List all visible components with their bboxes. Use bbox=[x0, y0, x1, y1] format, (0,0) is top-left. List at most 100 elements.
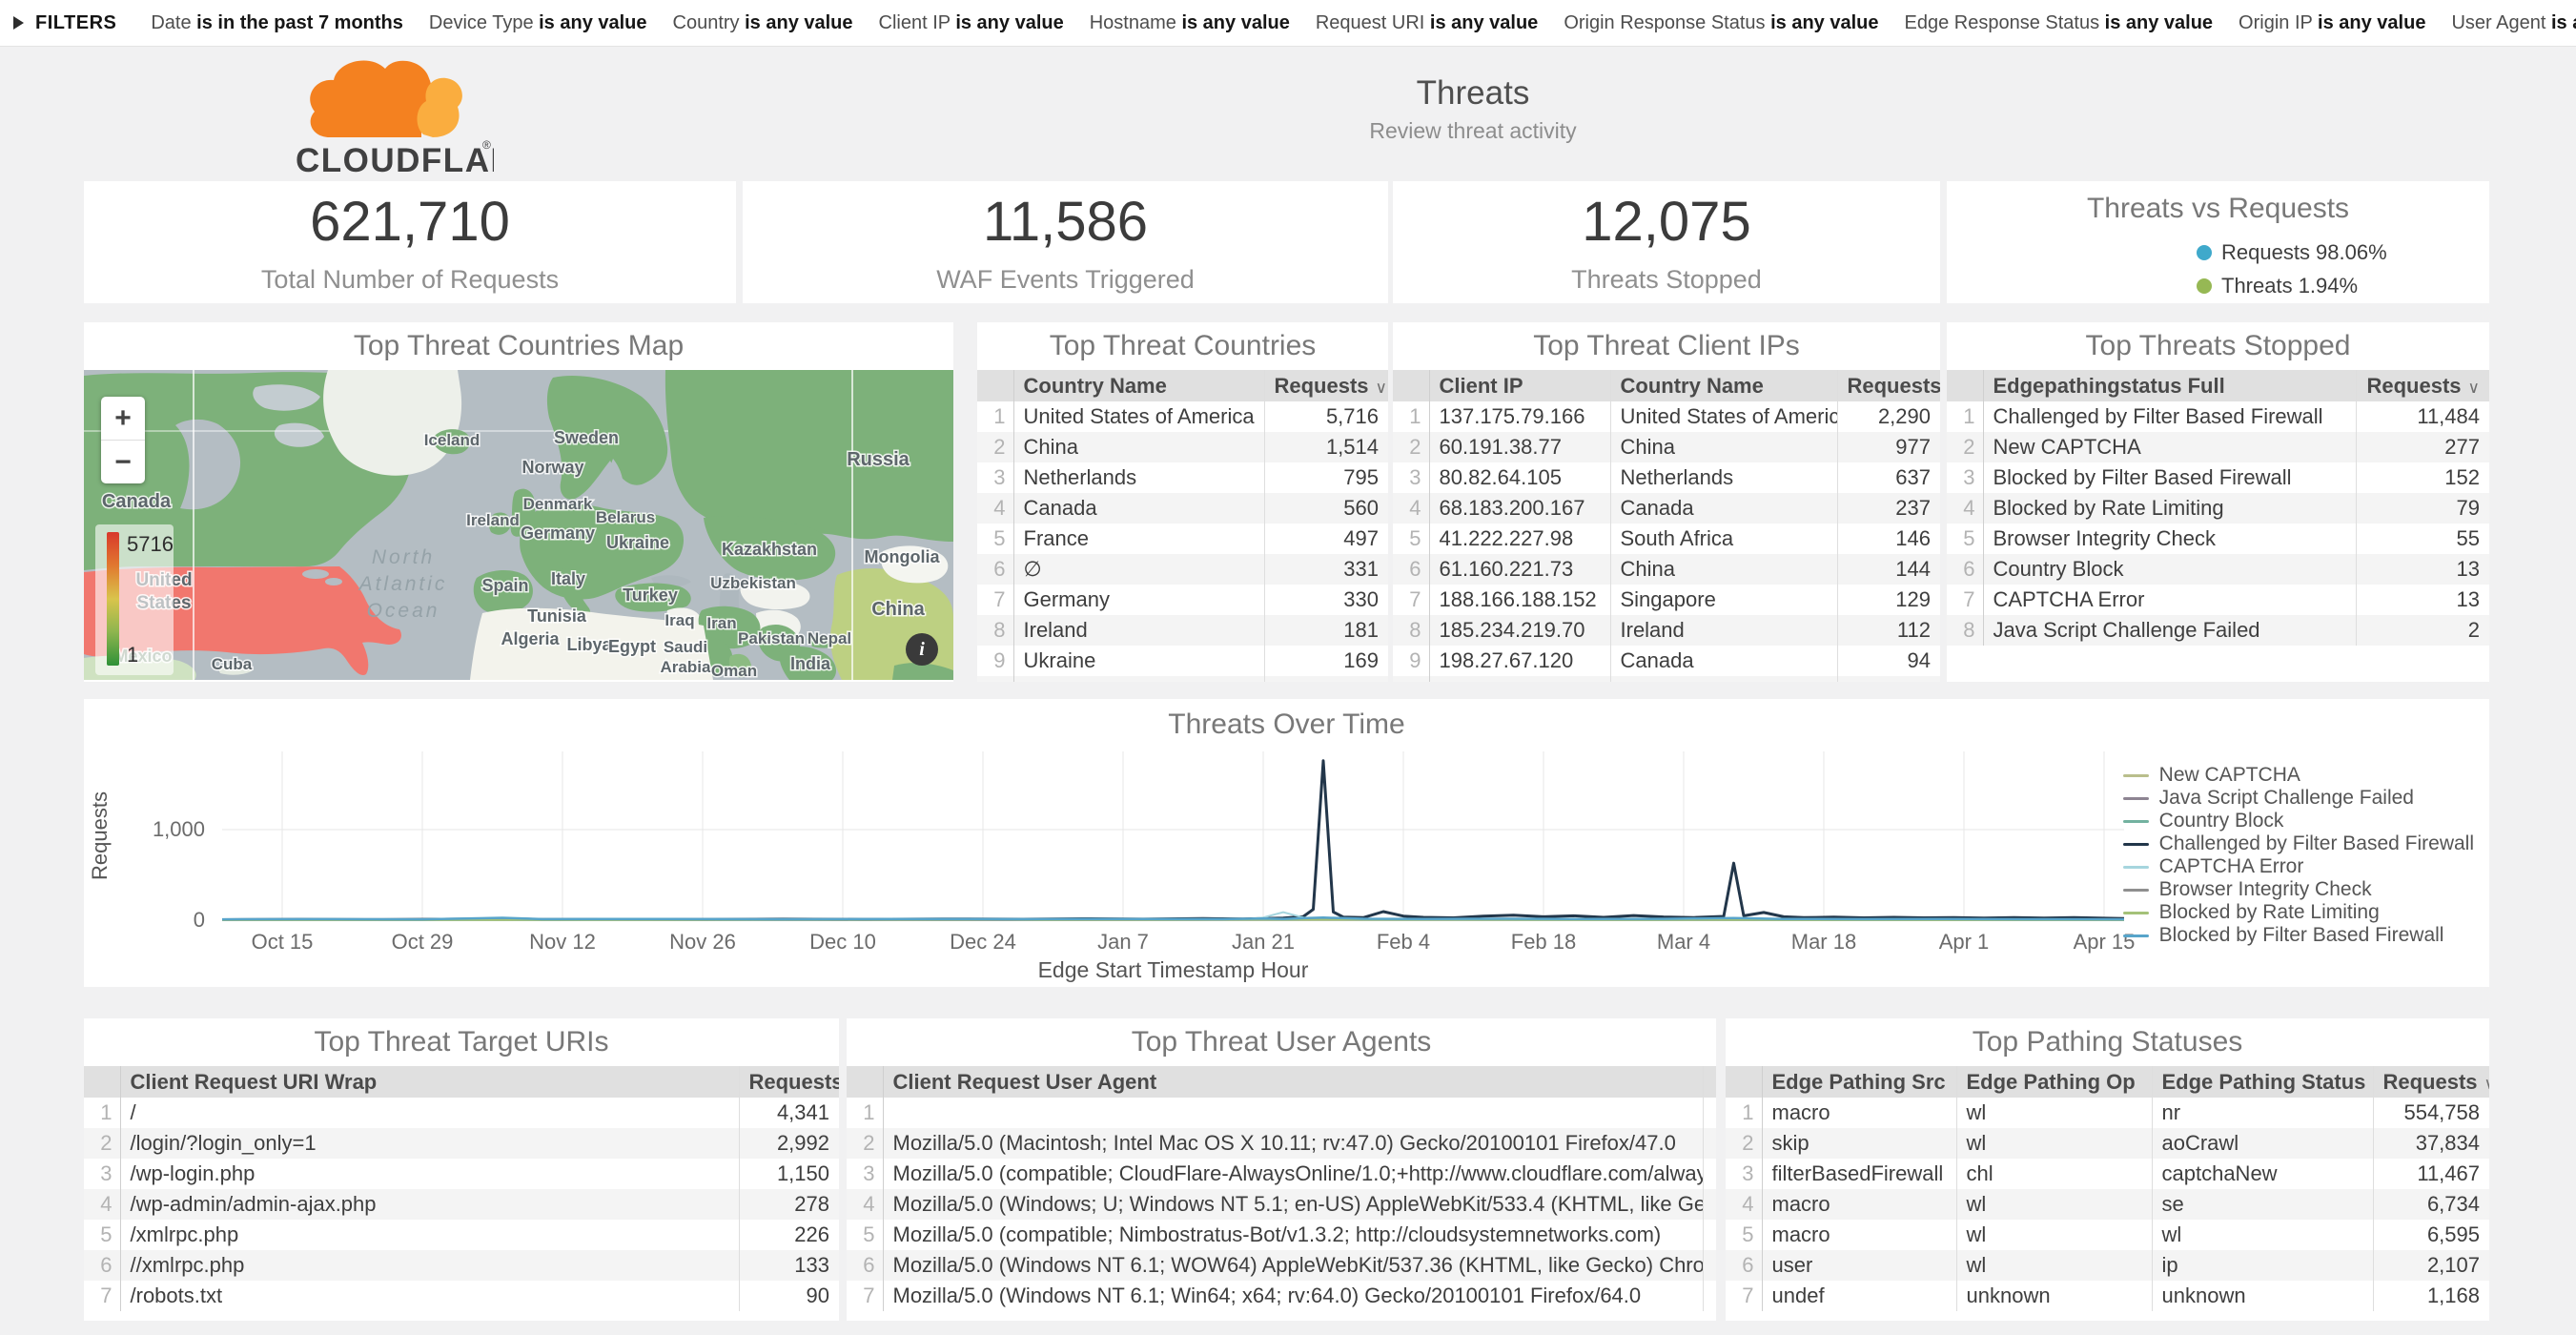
x-tick-label: Oct 15 bbox=[252, 930, 314, 954]
table-cell: 1,168 bbox=[2372, 1281, 2489, 1311]
filter-chip[interactable]: Country is any value bbox=[673, 12, 853, 33]
filter-value: is any value bbox=[2550, 11, 2576, 33]
filter-field-label: Origin Response Status bbox=[1564, 11, 1771, 33]
table-cell: Blocked by Filter Based Firewall bbox=[1982, 462, 2356, 493]
chart-legend-item[interactable]: New CAPTCHA bbox=[2122, 764, 2474, 787]
chart-legend-item[interactable]: Country Block bbox=[2122, 810, 2474, 832]
country-label: Turkey bbox=[623, 585, 678, 605]
column-header[interactable]: Requests∨ bbox=[1836, 370, 1940, 401]
row-number: 3 bbox=[1947, 462, 1984, 493]
column-header[interactable]: Requests∨ bbox=[2372, 1066, 2489, 1098]
table-row: 6 user wl ip 2,107 bbox=[1726, 1250, 2489, 1281]
column-header: Country Name bbox=[1609, 370, 1837, 401]
chart-legend-item[interactable]: Browser Integrity Check bbox=[2122, 878, 2474, 901]
chart-legend-item[interactable]: Java Script Challenge Failed bbox=[2122, 787, 2474, 810]
country-label: China bbox=[871, 599, 925, 620]
row-number: 3 bbox=[1393, 462, 1430, 493]
row-number: 9 bbox=[1393, 646, 1430, 676]
table-cell: wl bbox=[2151, 1220, 2373, 1250]
column-header bbox=[1702, 1066, 1716, 1098]
filter-chip[interactable]: Origin IP is any value bbox=[2239, 12, 2425, 33]
world-map[interactable]: CanadaUnitedStatesMexicoCubaIcelandSwede… bbox=[84, 370, 953, 680]
sort-desc-icon[interactable]: ∨ bbox=[2467, 378, 2480, 397]
filter-chip[interactable]: Request URI is any value bbox=[1316, 12, 1538, 33]
map-legend-min: 1 bbox=[127, 643, 139, 667]
table-row: 6 Mozilla/5.0 (Windows NT 6.1; WOW64) App… bbox=[847, 1250, 1716, 1281]
pie-legend-item: Threats 1.94% bbox=[2197, 274, 2387, 298]
table-cell: 146 bbox=[1836, 524, 1940, 554]
filter-chip[interactable]: Edge Response Status is any value bbox=[1905, 12, 2214, 33]
country-label: Mongolia bbox=[865, 547, 941, 566]
chart-legend: New CAPTCHA Java Script Challenge Failed C… bbox=[2122, 764, 2474, 947]
column-header[interactable]: Requests∨ bbox=[2355, 370, 2489, 401]
legend-label: Blocked by Filter Based Firewall bbox=[2158, 924, 2444, 946]
table-cell: /wp-admin/admin-ajax.php bbox=[119, 1189, 739, 1220]
row-number: 7 bbox=[977, 585, 1014, 615]
table-cell: 2 bbox=[2355, 615, 2489, 646]
legend-line-icon bbox=[2122, 934, 2149, 937]
chart-legend-item[interactable]: Challenged by Filter Based Firewall bbox=[2122, 832, 2474, 855]
table-cell: filterBasedFirewall bbox=[1761, 1159, 1956, 1189]
filter-value: is any value bbox=[1429, 11, 1539, 33]
map-info-button[interactable]: i bbox=[906, 633, 938, 666]
filters-button[interactable]: FILTERS bbox=[35, 11, 117, 33]
table-cell: /xmlrpc.php bbox=[119, 1220, 739, 1250]
row-number: 4 bbox=[847, 1189, 884, 1220]
data-table: Country Name Requests ∨ 1 United States of A… bbox=[977, 370, 1388, 682]
filter-chip[interactable]: Date is in the past 7 months bbox=[151, 12, 403, 33]
country-label: Sweden bbox=[554, 428, 619, 447]
table-row: 8 Java Script Challenge Failed 2 bbox=[1947, 615, 2489, 646]
table-row: 2 New CAPTCHA 277 bbox=[1947, 432, 2489, 462]
filter-chip[interactable]: Origin Response Status is any value bbox=[1564, 12, 1878, 33]
row-number: 3 bbox=[84, 1159, 121, 1189]
table-cell: 13 bbox=[2355, 554, 2489, 585]
country-label: Iran bbox=[706, 614, 736, 632]
chart-legend-item[interactable]: Blocked by Filter Based Firewall bbox=[2122, 924, 2474, 947]
table-row: 1/4,341 bbox=[84, 1098, 839, 1128]
table-row: 4 Blocked by Rate Limiting 79 bbox=[1947, 493, 2489, 524]
filter-field-label: Country bbox=[672, 11, 746, 33]
table-cell: Germany bbox=[1012, 585, 1264, 615]
table-row: 5/xmlrpc.php 226 bbox=[84, 1220, 839, 1250]
country-label: Libya bbox=[566, 635, 612, 654]
table-row: 6 ∅ 331 bbox=[977, 554, 1388, 585]
table-cell: Blocked by Rate Limiting bbox=[1982, 493, 2356, 524]
map-legend-max: 5716 bbox=[127, 532, 174, 556]
column-header[interactable]: Requests∨ bbox=[1263, 370, 1388, 401]
table-cell: 278 bbox=[738, 1189, 839, 1220]
column-header[interactable]: Requests∨ bbox=[738, 1066, 839, 1098]
table-row: 6 Country Block 13 bbox=[1947, 554, 2489, 585]
map-zoom-out-button[interactable]: − bbox=[101, 440, 145, 483]
country-label: Spain bbox=[481, 576, 528, 595]
sort-desc-icon[interactable]: ∨ bbox=[1375, 378, 1387, 397]
filter-chip[interactable]: User Agent is any value bbox=[2451, 12, 2576, 33]
table-header-row: Client Request User Agent bbox=[847, 1066, 1716, 1098]
map-zoom-in-button[interactable]: + bbox=[114, 401, 132, 434]
filter-chip[interactable]: Device Type is any value bbox=[429, 12, 647, 33]
chart-legend-item[interactable]: Blocked by Rate Limiting bbox=[2122, 901, 2474, 924]
row-number: 2 bbox=[84, 1128, 121, 1159]
filter-value: is any value bbox=[2104, 11, 2214, 33]
y-axis-label: Requests bbox=[88, 791, 112, 880]
filters-expand-icon[interactable] bbox=[13, 16, 24, 30]
table-cell: 277 bbox=[2355, 432, 2489, 462]
filter-chip[interactable]: Client IP is any value bbox=[879, 12, 1064, 33]
table-row: 5 Browser Integrity Check 55 bbox=[1947, 524, 2489, 554]
row-number-header bbox=[84, 1066, 121, 1098]
chart-legend-item[interactable]: CAPTCHA Error bbox=[2122, 855, 2474, 878]
x-tick-label: Oct 29 bbox=[392, 930, 454, 954]
table-cell: se bbox=[2151, 1189, 2373, 1220]
row-number: 6 bbox=[1947, 554, 1984, 585]
row-number: 1 bbox=[84, 1098, 121, 1128]
table-row: 1 bbox=[847, 1098, 1716, 1128]
table-row: 1 Challenged by Filter Based Firewall 11,4… bbox=[1947, 401, 2489, 432]
legend-dot-icon bbox=[2197, 278, 2212, 294]
row-number: 2 bbox=[977, 432, 1014, 462]
country-label: Denmark bbox=[523, 495, 593, 513]
data-table: Client Request URI WrapRequests∨1/4,3412… bbox=[84, 1066, 839, 1311]
sort-desc-icon[interactable]: ∨ bbox=[2484, 1075, 2489, 1093]
panel-title: Top Threats Stopped bbox=[2085, 330, 2351, 361]
cloud-icon bbox=[310, 60, 433, 138]
filter-chip[interactable]: Hostname is any value bbox=[1090, 12, 1290, 33]
table-cell: wl bbox=[1955, 1189, 2152, 1220]
